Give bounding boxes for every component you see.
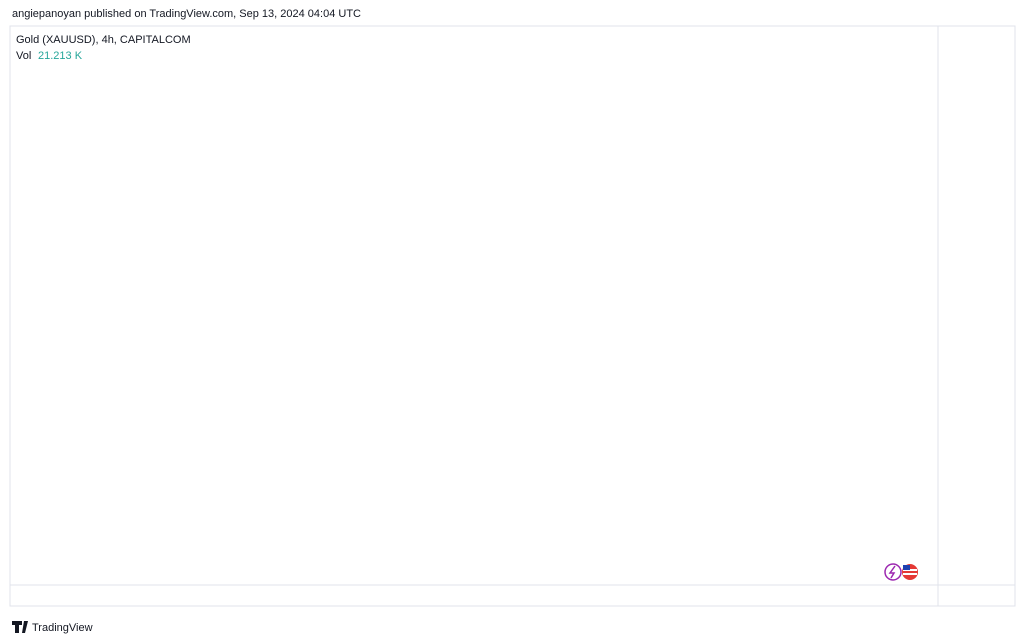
vol-value: 21.213 K [38, 50, 83, 62]
footer-brand: TradingView [32, 622, 93, 634]
frame [9, 25, 1016, 607]
icon-flag-stripe [903, 573, 917, 575]
icon-lightning-bolt [888, 565, 896, 579]
vol-name: Vol [16, 50, 31, 62]
symbol: Gold (XAUUSD), 4h, CAPITALCOM [16, 34, 191, 46]
logo [12, 621, 28, 633]
header: angiepanoyan published on TradingView.co… [12, 8, 361, 20]
icon-lightning[interactable] [884, 563, 902, 581]
icon-flag-canton [903, 565, 910, 570]
